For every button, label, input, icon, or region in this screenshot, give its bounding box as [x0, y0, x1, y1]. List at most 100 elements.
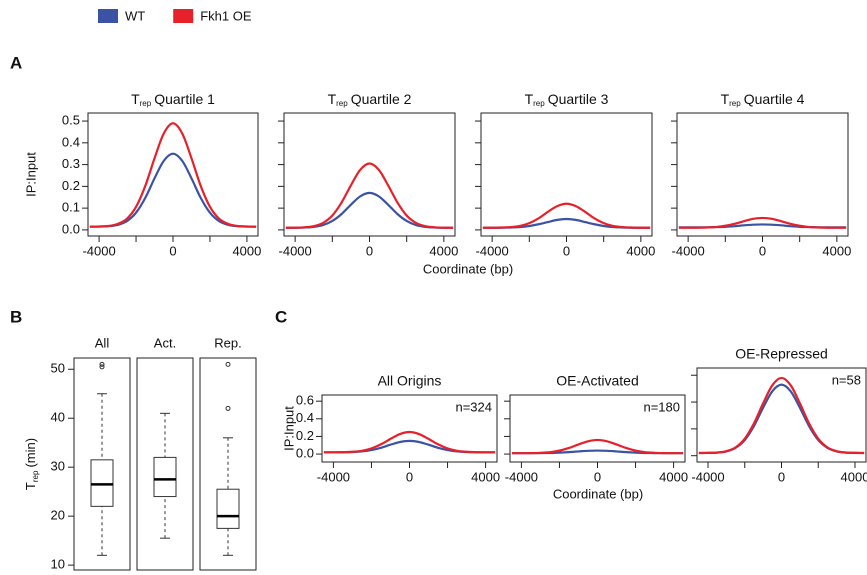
- series-line: [89, 152, 257, 228]
- x-tick-label: 0: [778, 469, 785, 484]
- y-axis-label-rest: (min): [23, 438, 38, 468]
- series-line: [678, 216, 847, 229]
- x-tick-label: 4000: [232, 243, 261, 258]
- legend-label: Fkh1 OE: [200, 8, 252, 23]
- y-tick-label: 0.3: [62, 156, 80, 171]
- series-line: [323, 439, 496, 454]
- panel-letter: C: [275, 307, 287, 326]
- series-line: [511, 438, 684, 455]
- y-axis-label: IP:Input: [23, 152, 38, 197]
- box: [216, 488, 240, 529]
- panel-letter: A: [10, 53, 22, 72]
- x-tick-label: 0: [169, 243, 176, 258]
- x-tick-label: 4000: [659, 469, 688, 484]
- y-tick-label: 50: [51, 361, 65, 376]
- chart-title-rest: Quartile 3: [548, 91, 609, 107]
- y-tick-label: 10: [51, 557, 65, 572]
- y-tick-label: 0.0: [296, 446, 314, 461]
- flier: [99, 361, 105, 367]
- flier: [225, 405, 231, 411]
- legend-label: WT: [125, 8, 145, 23]
- plot-frame: [283, 112, 456, 237]
- flier: [225, 361, 231, 367]
- x-tick-label: 4000: [626, 243, 655, 258]
- x-tick-label: -4000: [672, 243, 705, 258]
- chart-title-main: T: [328, 91, 337, 107]
- series-line: [323, 430, 496, 454]
- plot-frame: [480, 112, 653, 237]
- chart-title-rest: Quartile 2: [351, 91, 412, 107]
- y-tick-label: 0.6: [296, 393, 314, 408]
- legend-swatch: [173, 9, 194, 23]
- chart-title: OE-Repressed: [735, 346, 828, 362]
- x-tick-label: 0: [759, 243, 766, 258]
- annotation: n=58: [832, 372, 861, 387]
- plot-frame: [136, 357, 194, 571]
- chart-title: Trep Quartile 3: [525, 91, 609, 108]
- x-tick-label: 0: [563, 243, 570, 258]
- annotation: n=324: [455, 399, 492, 414]
- x-tick-label: 0: [406, 469, 413, 484]
- y-tick-label: 20: [51, 508, 65, 523]
- chart-title-sub: rep: [140, 99, 152, 108]
- x-tick-label: 4000: [471, 469, 500, 484]
- x-tick-label: -4000: [279, 243, 312, 258]
- chart-title: OE-Activated: [556, 373, 638, 389]
- x-axis-label: Coordinate (bp): [553, 486, 643, 501]
- chart-title-sub: rep: [729, 99, 741, 108]
- x-tick-label: 0: [594, 469, 601, 484]
- legend-swatch: [98, 9, 118, 23]
- chart-title-rest: Quartile 4: [744, 91, 805, 107]
- chart-title-sub: rep: [336, 99, 348, 108]
- plot-frame: [73, 357, 131, 571]
- y-tick-label: 30: [51, 459, 65, 474]
- y-tick-label: 40: [51, 410, 65, 425]
- y-axis-label: IP:Input: [281, 406, 296, 451]
- y-tick-label: 0.2: [62, 178, 80, 193]
- series-line: [698, 376, 865, 455]
- x-tick-label: 4000: [429, 243, 458, 258]
- y-tick-label: 0.4: [296, 410, 314, 425]
- x-tick-label: 4000: [822, 243, 851, 258]
- annotation: n=180: [643, 399, 680, 414]
- category-label: All: [95, 335, 110, 350]
- panel-letter: B: [10, 307, 22, 326]
- x-axis-label: Coordinate (bp): [423, 261, 513, 276]
- flier: [99, 364, 105, 370]
- series-line: [698, 383, 865, 455]
- chart-title: All Origins: [378, 373, 442, 389]
- y-tick-label: 0.4: [62, 134, 80, 149]
- chart-title-main: T: [131, 91, 140, 107]
- chart-title: Trep Quartile 1: [131, 91, 215, 108]
- y-tick-label: 0.1: [62, 200, 80, 215]
- y-axis-label-sub: rep: [31, 470, 40, 482]
- plot-frame: [87, 112, 259, 237]
- x-tick-label: -4000: [505, 469, 538, 484]
- y-axis-label-main: T: [23, 482, 38, 490]
- chart-title: Trep Quartile 2: [328, 91, 412, 108]
- series-line: [285, 191, 454, 229]
- chart-title-rest: Quartile 1: [154, 91, 215, 107]
- series-line: [285, 162, 454, 229]
- chart-title-main: T: [721, 91, 730, 107]
- category-label: Rep.: [214, 335, 241, 350]
- x-tick-label: -4000: [82, 243, 115, 258]
- series-line: [89, 122, 257, 228]
- x-tick-label: -4000: [691, 469, 724, 484]
- chart-title: Trep Quartile 4: [721, 91, 805, 108]
- y-tick-label: 0.5: [62, 112, 80, 127]
- plot-frame: [199, 357, 257, 571]
- series-line: [482, 202, 651, 229]
- y-tick-label: 0.0: [62, 221, 80, 236]
- x-tick-label: -4000: [317, 469, 350, 484]
- x-tick-label: -4000: [476, 243, 509, 258]
- y-tick-label: 0.2: [296, 428, 314, 443]
- x-tick-label: 0: [366, 243, 373, 258]
- chart-title-sub: rep: [533, 99, 545, 108]
- chart-title-main: T: [525, 91, 534, 107]
- x-tick-label: 4000: [841, 469, 867, 484]
- category-label: Act.: [154, 335, 176, 350]
- box: [153, 456, 177, 498]
- y-axis-label: Trep (min): [23, 438, 40, 490]
